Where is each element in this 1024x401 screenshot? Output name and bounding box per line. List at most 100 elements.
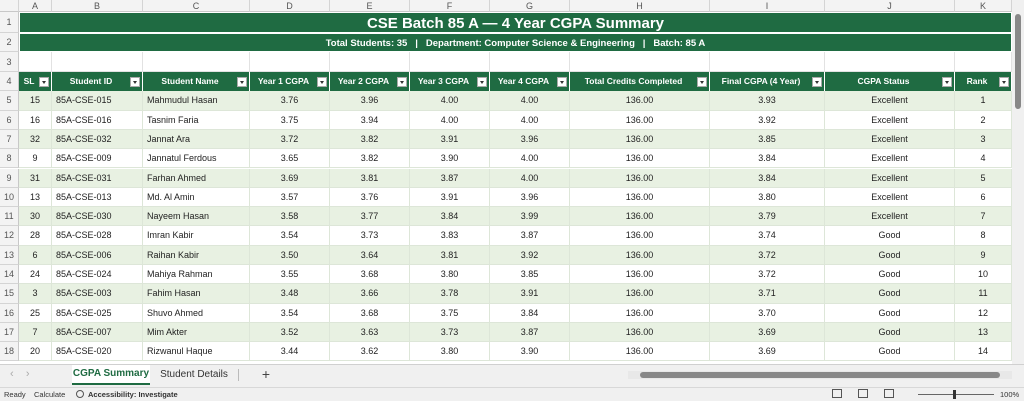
table-cell: Mahiya Rahman bbox=[143, 265, 250, 285]
h-scroll-thumb[interactable] bbox=[640, 372, 1000, 378]
table-cell: Raihan Kabir bbox=[143, 245, 250, 265]
table-cell: 85A-CSE-003 bbox=[52, 284, 143, 304]
table-cell: 3.80 bbox=[710, 187, 825, 208]
row-header: 8 bbox=[0, 149, 19, 169]
row-header: 15 bbox=[0, 284, 19, 304]
table-cell: 3.76 bbox=[250, 91, 330, 111]
filter-button[interactable] bbox=[942, 77, 952, 87]
filter-button[interactable] bbox=[397, 77, 407, 87]
table-cell: 3.64 bbox=[330, 245, 410, 265]
table-cell: 3.58 bbox=[250, 207, 330, 227]
table-cell: Good bbox=[825, 265, 955, 285]
row-header: 9 bbox=[0, 168, 19, 188]
table-cell: 136.00 bbox=[570, 149, 710, 169]
table-cell: Good bbox=[825, 226, 955, 246]
row-header: 11 bbox=[0, 207, 19, 227]
table-header: Rank bbox=[955, 72, 1012, 92]
table-cell: 15 bbox=[19, 91, 52, 111]
table-cell: 3.52 bbox=[250, 322, 330, 343]
table-cell: 3.91 bbox=[410, 129, 490, 150]
table-cell: 14 bbox=[955, 342, 1012, 362]
status-accessibility[interactable]: Accessibility: Investigate bbox=[88, 390, 178, 399]
table-cell: 2 bbox=[955, 110, 1012, 130]
table-cell: Good bbox=[825, 245, 955, 265]
table-cell: 3.80 bbox=[410, 265, 490, 285]
filter-button[interactable] bbox=[317, 77, 327, 87]
table-cell: 3 bbox=[955, 129, 1012, 150]
filter-button[interactable] bbox=[557, 77, 567, 87]
table-header: Student Name bbox=[143, 72, 250, 92]
filter-button[interactable] bbox=[697, 77, 707, 87]
table-cell: 3.72 bbox=[710, 245, 825, 265]
tab-bar bbox=[0, 364, 1024, 387]
add-sheet-button[interactable]: + bbox=[261, 366, 271, 382]
zoom-thumb[interactable] bbox=[953, 390, 956, 399]
table-cell: 85A-CSE-006 bbox=[52, 245, 143, 265]
row-header: 13 bbox=[0, 245, 19, 265]
empty-cell bbox=[710, 52, 825, 72]
table-cell: 20 bbox=[19, 342, 52, 362]
table-cell: 16 bbox=[19, 110, 52, 130]
table-cell: 13 bbox=[955, 322, 1012, 343]
table-cell: 85A-CSE-015 bbox=[52, 91, 143, 111]
row-header: 2 bbox=[0, 33, 19, 52]
row-header: 17 bbox=[0, 322, 19, 343]
table-cell: 3.70 bbox=[710, 303, 825, 323]
table-header: Year 1 CGPA bbox=[250, 72, 330, 92]
table-cell: Mim Akter bbox=[143, 322, 250, 343]
table-cell: 85A-CSE-030 bbox=[52, 207, 143, 227]
filter-button[interactable] bbox=[812, 77, 822, 87]
table-cell: 3.96 bbox=[490, 187, 570, 208]
empty-cell bbox=[570, 52, 710, 72]
empty-cell bbox=[250, 52, 330, 72]
table-cell: Excellent bbox=[825, 207, 955, 227]
table-cell: 3.68 bbox=[330, 265, 410, 285]
table-cell: 9 bbox=[19, 149, 52, 169]
row-header: 7 bbox=[0, 129, 19, 150]
table-cell: 3.69 bbox=[710, 322, 825, 343]
table-cell: 3.99 bbox=[490, 207, 570, 227]
view-button[interactable] bbox=[858, 389, 868, 398]
table-cell: 85A-CSE-016 bbox=[52, 110, 143, 130]
table-cell: 4.00 bbox=[490, 168, 570, 188]
empty-cell bbox=[825, 52, 955, 72]
table-cell: Md. Al Amin bbox=[143, 187, 250, 208]
filter-button[interactable] bbox=[477, 77, 487, 87]
table-cell: 3.57 bbox=[250, 187, 330, 208]
table-cell: 11 bbox=[955, 284, 1012, 304]
table-cell: 136.00 bbox=[570, 91, 710, 111]
view-button[interactable] bbox=[884, 389, 894, 398]
tab-divider bbox=[238, 369, 239, 381]
zoom-slider bbox=[918, 394, 994, 395]
scroll-thumb[interactable] bbox=[1015, 14, 1021, 109]
nav-arrows: ‹ › bbox=[10, 368, 30, 380]
table-cell: Excellent bbox=[825, 187, 955, 208]
table-cell: 3.72 bbox=[710, 265, 825, 285]
table-cell: Jannatul Ferdous bbox=[143, 149, 250, 169]
table-header: Final CGPA (4 Year) bbox=[710, 72, 825, 92]
table-cell: 3.91 bbox=[490, 284, 570, 304]
sheet-tab-active[interactable]: CGPA Summary bbox=[72, 365, 150, 385]
table-cell: Excellent bbox=[825, 91, 955, 111]
table-cell: Imran Kabir bbox=[143, 226, 250, 246]
table-cell: 136.00 bbox=[570, 322, 710, 343]
row-header: 5 bbox=[0, 91, 19, 111]
status-calculate[interactable]: Calculate bbox=[34, 390, 66, 399]
filter-button[interactable] bbox=[39, 77, 49, 87]
filter-button[interactable] bbox=[237, 77, 247, 87]
view-button[interactable] bbox=[832, 389, 842, 398]
table-cell: 3.87 bbox=[490, 226, 570, 246]
table-cell: 136.00 bbox=[570, 226, 710, 246]
table-cell: 3.55 bbox=[250, 265, 330, 285]
table-cell: 3.50 bbox=[250, 245, 330, 265]
filter-button[interactable] bbox=[999, 77, 1009, 87]
table-cell: Farhan Ahmed bbox=[143, 168, 250, 188]
table-cell: 3.75 bbox=[250, 110, 330, 130]
table-cell: Fahim Hasan bbox=[143, 284, 250, 304]
table-header: Total Credits Completed bbox=[570, 72, 710, 92]
row-header: 4 bbox=[0, 72, 19, 92]
table-cell: 85A-CSE-031 bbox=[52, 168, 143, 188]
sheet-tab[interactable]: Student Details bbox=[160, 369, 228, 380]
filter-button[interactable] bbox=[130, 77, 140, 87]
